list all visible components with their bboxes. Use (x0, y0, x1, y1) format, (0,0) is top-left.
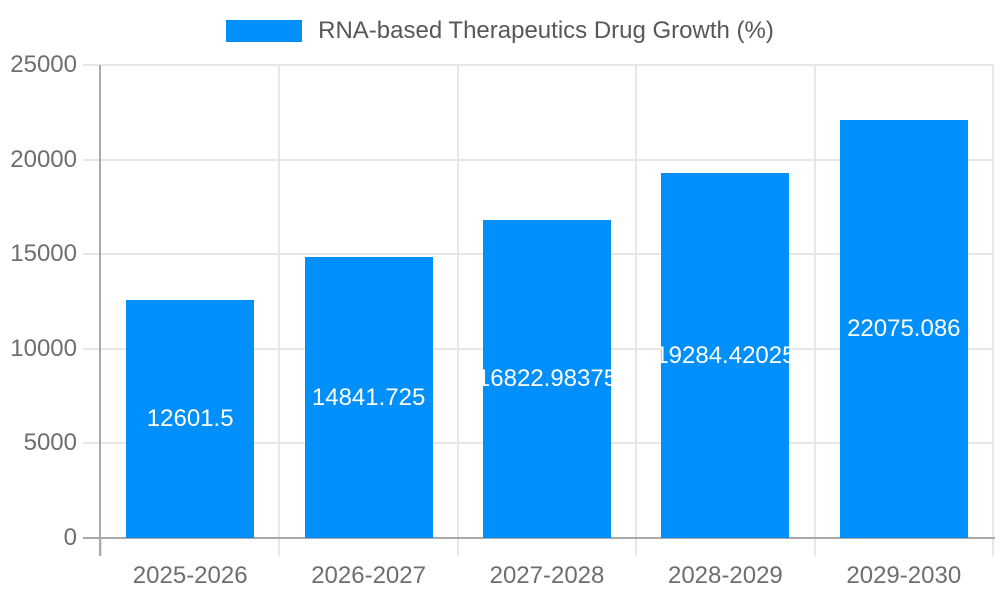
x-axis-tick (813, 539, 816, 556)
y-axis-tick (83, 158, 101, 161)
y-axis-label: 5000 (23, 429, 77, 457)
x-axis-label: 2026-2027 (311, 562, 426, 589)
y-axis-tick (83, 64, 101, 66)
y-axis-label: 20000 (10, 145, 77, 173)
y-axis-tick (83, 347, 101, 350)
bar-value-label: 14841.725 (311, 383, 426, 411)
gridline-vertical (278, 65, 281, 538)
x-axis-tick (635, 539, 638, 556)
x-axis-tick (992, 539, 994, 556)
y-axis-label: 0 (63, 524, 77, 551)
bar-value-label: 16822.98375 (483, 364, 611, 392)
bar-value-label: 12601.5 (146, 404, 234, 432)
legend-label: RNA-based Therapeutics Drug Growth (%) (318, 17, 774, 44)
x-axis-tick (100, 539, 102, 556)
x-axis-tick (456, 539, 459, 556)
gridline-vertical (635, 65, 638, 538)
x-axis-line (83, 537, 995, 539)
y-axis-line (99, 65, 101, 556)
x-axis-label: 2027-2028 (489, 562, 605, 589)
x-axis-label: 2029-2030 (846, 562, 962, 589)
y-axis-label: 25000 (10, 51, 77, 78)
bar-value-label: 22075.086 (847, 315, 961, 343)
x-axis-tick (278, 539, 281, 556)
gridline-horizontal (101, 64, 993, 66)
gridline-vertical (992, 65, 994, 538)
gridline-vertical (813, 65, 816, 538)
legend-swatch (226, 20, 303, 42)
x-axis-label: 2025-2026 (132, 562, 248, 589)
bar[interactable]: 22075.086 (839, 120, 968, 538)
y-axis-tick (83, 442, 101, 445)
bar[interactable]: 14841.725 (304, 257, 433, 538)
x-axis-label: 2028-2029 (667, 562, 783, 589)
y-axis-tick (83, 253, 101, 256)
bar[interactable]: 19284.42025 (661, 173, 790, 538)
bar-value-label: 19284.42025 (661, 341, 790, 369)
y-axis-label: 15000 (10, 240, 77, 268)
legend[interactable]: RNA-based Therapeutics Drug Growth (%) (0, 17, 1000, 45)
gridline-horizontal (101, 158, 993, 161)
bar[interactable]: 16822.98375 (483, 219, 611, 538)
bar[interactable]: 12601.5 (126, 299, 255, 538)
y-axis-label: 10000 (10, 334, 77, 362)
gridline-vertical (456, 65, 459, 538)
